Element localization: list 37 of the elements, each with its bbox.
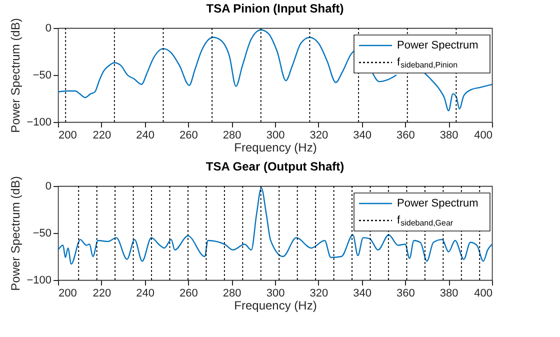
x-tick-label: 240 — [136, 288, 154, 300]
x-tick-label: 220 — [92, 130, 112, 142]
line-series — [57, 187, 493, 265]
x-tick-label: 320 — [310, 130, 328, 142]
y-tick-label: −50 — [32, 70, 52, 82]
x-tick-label: 380 — [440, 130, 458, 142]
x-tick-label: 400 — [474, 288, 492, 300]
x-tick-label: 200 — [58, 130, 77, 142]
x-tick-label: 280 — [222, 288, 242, 300]
x-tick-label: 360 — [396, 288, 415, 300]
x-axis-title: Frequency (Hz) — [234, 140, 317, 154]
y-tick-label: −100 — [26, 274, 52, 286]
x-tick-label: 220 — [92, 288, 112, 300]
x-tick-label: 200 — [58, 288, 77, 300]
x-tick-label: 340 — [353, 288, 372, 300]
x-tick-label: 380 — [440, 288, 458, 300]
chart-title: TSA Gear (Output Shaft) — [206, 160, 344, 174]
x-tick-label: 300 — [266, 130, 285, 142]
y-axis-title: Power Spectrum (dB) — [8, 176, 23, 291]
y-tick-label: 0 — [45, 180, 52, 192]
x-tick-label: 320 — [310, 288, 328, 300]
x-tick-label: 240 — [136, 130, 154, 142]
x-tick-label: 340 — [353, 130, 372, 142]
y-axis-title: Power Spectrum (dB) — [8, 18, 23, 133]
x-tick-label: 280 — [222, 130, 242, 142]
x-tick-label: 260 — [180, 130, 198, 142]
x-tick-label: 260 — [180, 288, 198, 300]
x-axis-title: Frequency (Hz) — [234, 298, 317, 312]
y-tick-label: −50 — [32, 228, 52, 240]
y-tick-label: −100 — [26, 116, 52, 128]
x-tick-label: 400 — [474, 130, 492, 142]
x-tick-label: 360 — [396, 130, 415, 142]
y-tick-label: 0 — [45, 22, 52, 34]
legend-label: Power Spectrum — [397, 40, 478, 52]
chart-title: TSA Pinion (Input Shaft) — [206, 2, 344, 16]
x-tick-label: 300 — [266, 288, 285, 300]
legend-label: Power Spectrum — [397, 198, 478, 210]
